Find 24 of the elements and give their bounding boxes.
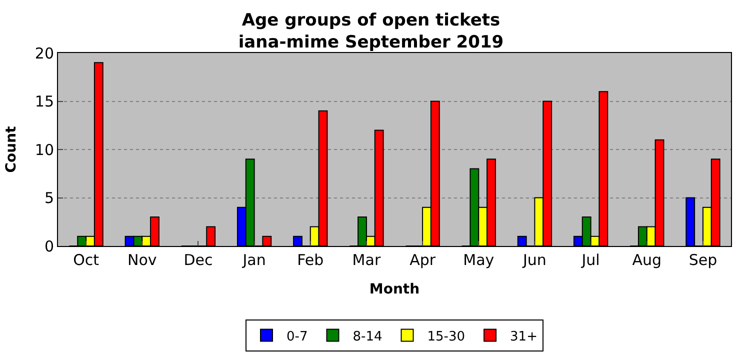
x-tick-label: Sep xyxy=(688,251,718,269)
x-tick-label: Oct xyxy=(73,251,100,269)
x-tick-label: Mar xyxy=(352,251,382,269)
x-tick-label: May xyxy=(463,251,494,269)
x-axis-title: Month xyxy=(369,281,420,298)
legend-label: 8-14 xyxy=(352,329,382,344)
x-tick-label: Apr xyxy=(410,251,436,269)
y-tick-label: 10 xyxy=(34,140,54,159)
legend-label: 0-7 xyxy=(286,329,308,344)
x-tick-label: Feb xyxy=(297,251,324,269)
x-tick-label: Dec xyxy=(184,251,213,269)
y-tick-label: 15 xyxy=(34,92,54,110)
legend-label: 15-30 xyxy=(427,329,466,344)
x-tick-label: Aug xyxy=(632,251,662,269)
legend-label: 31+ xyxy=(510,329,538,344)
x-tick-label: Jun xyxy=(522,251,546,269)
y-tick-label: 0 xyxy=(44,237,54,256)
x-tick-label: Nov xyxy=(127,251,157,269)
x-tick-label: Jul xyxy=(580,251,600,269)
y-tick-label: 5 xyxy=(44,189,54,207)
y-axis-title: Count xyxy=(4,126,20,173)
x-tick-label: Jan xyxy=(242,251,266,269)
chart-title: Age groups of open tickets iana-mime September 2019 xyxy=(238,10,504,52)
y-tick-label: 20 xyxy=(34,44,54,62)
